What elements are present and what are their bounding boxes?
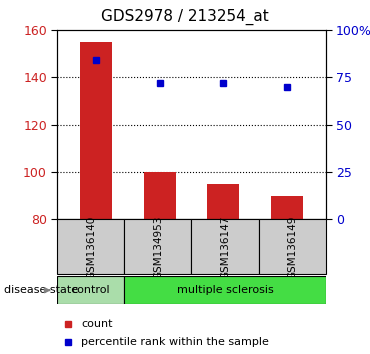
Text: GSM136140: GSM136140 [86,215,96,279]
Text: GSM136147: GSM136147 [220,215,230,279]
Bar [80,42,112,219]
Bar [124,219,192,274]
Text: disease state: disease state [4,285,78,295]
Bar [192,219,259,274]
Bar [144,172,175,219]
Text: GDS2978 / 213254_at: GDS2978 / 213254_at [101,9,269,25]
Bar [124,276,326,304]
Bar [271,196,303,219]
Text: count: count [81,319,113,329]
Text: GSM134953: GSM134953 [153,215,163,279]
Text: GSM136149: GSM136149 [287,215,297,279]
Text: multiple sclerosis: multiple sclerosis [176,285,273,295]
Text: percentile rank within the sample: percentile rank within the sample [81,337,269,347]
Bar [208,184,239,219]
Bar [259,219,326,274]
Bar [57,219,124,274]
Text: control: control [71,285,110,295]
Bar [57,276,124,304]
